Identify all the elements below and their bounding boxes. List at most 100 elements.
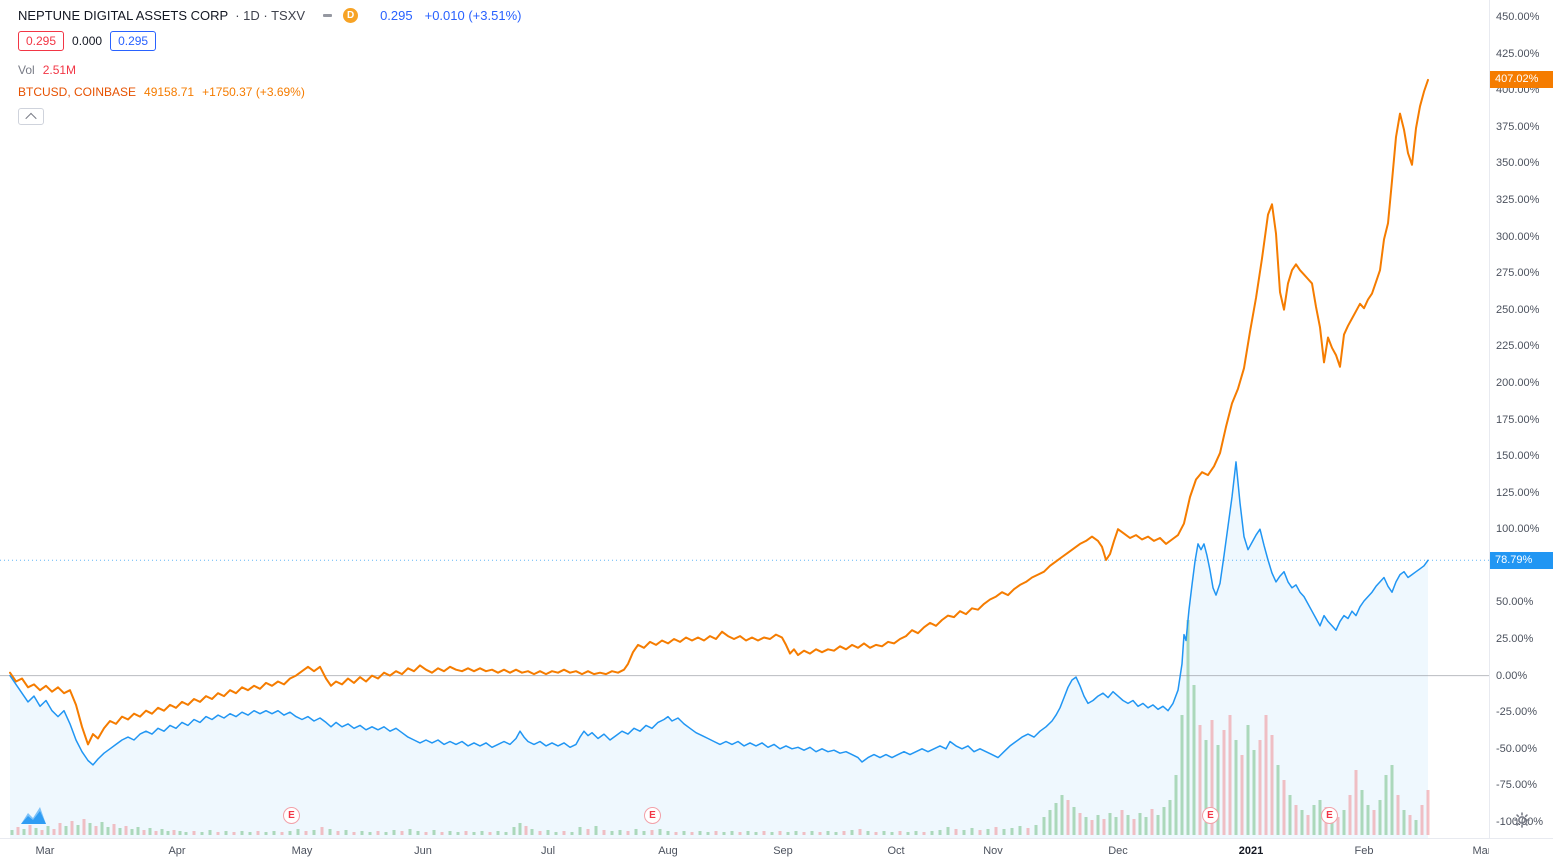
legend: NEPTUNE DIGITAL ASSETS CORP · 1D · TSXV … xyxy=(18,8,521,125)
volume-bar xyxy=(1288,795,1292,835)
volume-bar xyxy=(376,831,380,835)
compare-change: +1750.37 (+3.69%) xyxy=(202,85,305,99)
volume-bar xyxy=(642,831,646,835)
delayed-data-icon[interactable]: D xyxy=(343,8,359,23)
spread-value: 0.000 xyxy=(72,34,103,48)
volume-bar xyxy=(762,831,766,835)
volume-bar xyxy=(1078,813,1082,835)
series-area-fill xyxy=(10,461,1428,838)
volume-bar xyxy=(674,832,678,835)
volume-bar xyxy=(504,832,508,835)
chart-logo-icon[interactable] xyxy=(20,804,48,826)
symbol-title[interactable]: NEPTUNE DIGITAL ASSETS CORP xyxy=(18,8,229,23)
sell-price-box[interactable]: 0.295 xyxy=(18,31,65,51)
earnings-marker-icon[interactable]: E xyxy=(1321,807,1338,824)
volume-bar xyxy=(1210,720,1214,835)
volume-bar xyxy=(954,829,958,835)
volume-bar xyxy=(898,831,902,835)
volume-bar xyxy=(962,830,966,835)
volume-bar xyxy=(1002,829,1006,835)
gear-icon[interactable] xyxy=(1514,812,1532,830)
volume-bar xyxy=(130,829,134,835)
volume-bar xyxy=(1066,800,1070,835)
volume-bar xyxy=(46,826,50,835)
volume-bar xyxy=(82,819,86,835)
volume-bar xyxy=(978,830,982,835)
volume-bar xyxy=(946,827,950,835)
earnings-marker-icon[interactable]: E xyxy=(1202,807,1219,824)
volume-bar xyxy=(344,830,348,835)
chart-canvas[interactable] xyxy=(0,0,1489,838)
volume-bar xyxy=(626,831,630,835)
volume-bar xyxy=(312,830,316,835)
volume-bar xyxy=(1042,817,1046,835)
volume-bar xyxy=(392,830,396,835)
earnings-marker-icon[interactable]: E xyxy=(644,807,661,824)
volume-bar xyxy=(1048,810,1052,835)
y-axis-label: 225.00% xyxy=(1496,340,1540,353)
volume-bar xyxy=(112,824,116,835)
volume-bar xyxy=(890,832,894,835)
volume-bar xyxy=(570,832,574,835)
volume-bar xyxy=(240,831,244,835)
compare-symbol[interactable]: BTCUSD, COINBASE xyxy=(18,85,137,99)
volume-bar xyxy=(602,830,606,835)
volume-bar xyxy=(538,831,542,835)
volume-bar xyxy=(1144,817,1148,835)
collapse-legend-button[interactable] xyxy=(18,108,44,125)
volume-value: 2.51M xyxy=(42,63,77,77)
volume-bar xyxy=(28,825,32,835)
volume-bar xyxy=(248,832,252,835)
y-axis-label: 300.00% xyxy=(1496,230,1540,243)
volume-bar xyxy=(994,827,998,835)
volume-bar xyxy=(754,832,758,835)
volume-bar xyxy=(124,826,128,835)
time-scale[interactable]: Mar Apr May Jun Jul Aug Sep Oct Nov Dec 2021 Feb Mar xyxy=(0,838,1491,867)
volume-bar xyxy=(52,829,56,835)
volume-bar xyxy=(722,832,726,835)
hide-series-icon[interactable] xyxy=(319,9,335,23)
volume-bar xyxy=(94,826,98,835)
volume-bar xyxy=(1240,755,1244,835)
volume-bar xyxy=(858,829,862,835)
volume-bar xyxy=(16,827,20,835)
buy-price-box[interactable]: 0.295 xyxy=(110,31,157,51)
volume-bar xyxy=(1186,620,1190,835)
volume-bar xyxy=(1396,795,1400,835)
volume-bar xyxy=(1252,750,1256,835)
volume-bar xyxy=(810,831,814,835)
chevron-up-icon xyxy=(25,112,37,124)
volume-bar xyxy=(690,832,694,835)
x-axis-label: Mar xyxy=(35,845,55,857)
volume-bar xyxy=(432,830,436,835)
volume-bar xyxy=(172,830,176,835)
volume-bar xyxy=(384,832,388,835)
volume-bar xyxy=(1090,820,1094,835)
volume-bar xyxy=(842,831,846,835)
volume-bar xyxy=(866,831,870,835)
volume-bar xyxy=(802,832,806,835)
y-axis-label: 125.00% xyxy=(1496,486,1540,499)
series-line-1 xyxy=(9,461,1429,766)
volume-bar xyxy=(1300,810,1304,835)
earnings-marker-icon[interactable]: E xyxy=(283,807,300,824)
volume-bar xyxy=(1330,813,1334,835)
volume-bar xyxy=(914,831,918,835)
volume-bar xyxy=(586,829,590,835)
volume-bar xyxy=(874,832,878,835)
y-axis-label: 325.00% xyxy=(1496,193,1540,206)
compare-price: 49158.71 xyxy=(144,85,195,99)
volume-bar xyxy=(746,831,750,835)
volume-bar xyxy=(232,832,236,835)
price-scale[interactable]: 450.00% 425.00% 400.00% 375.00% 350.00% 325.0… xyxy=(1489,0,1553,839)
price-pane[interactable]: E E E E NEPTUNE DIGITAL ASSETS CORP · 1D · … xyxy=(0,0,1489,838)
x-axis-label: May xyxy=(291,845,313,857)
volume-bar xyxy=(440,832,444,835)
volume-bar xyxy=(88,823,92,835)
volume-bar xyxy=(472,832,476,835)
volume-bar xyxy=(818,832,822,835)
volume-bar xyxy=(1258,740,1262,835)
volume-bar xyxy=(70,821,74,835)
volume-bar xyxy=(1360,790,1364,835)
